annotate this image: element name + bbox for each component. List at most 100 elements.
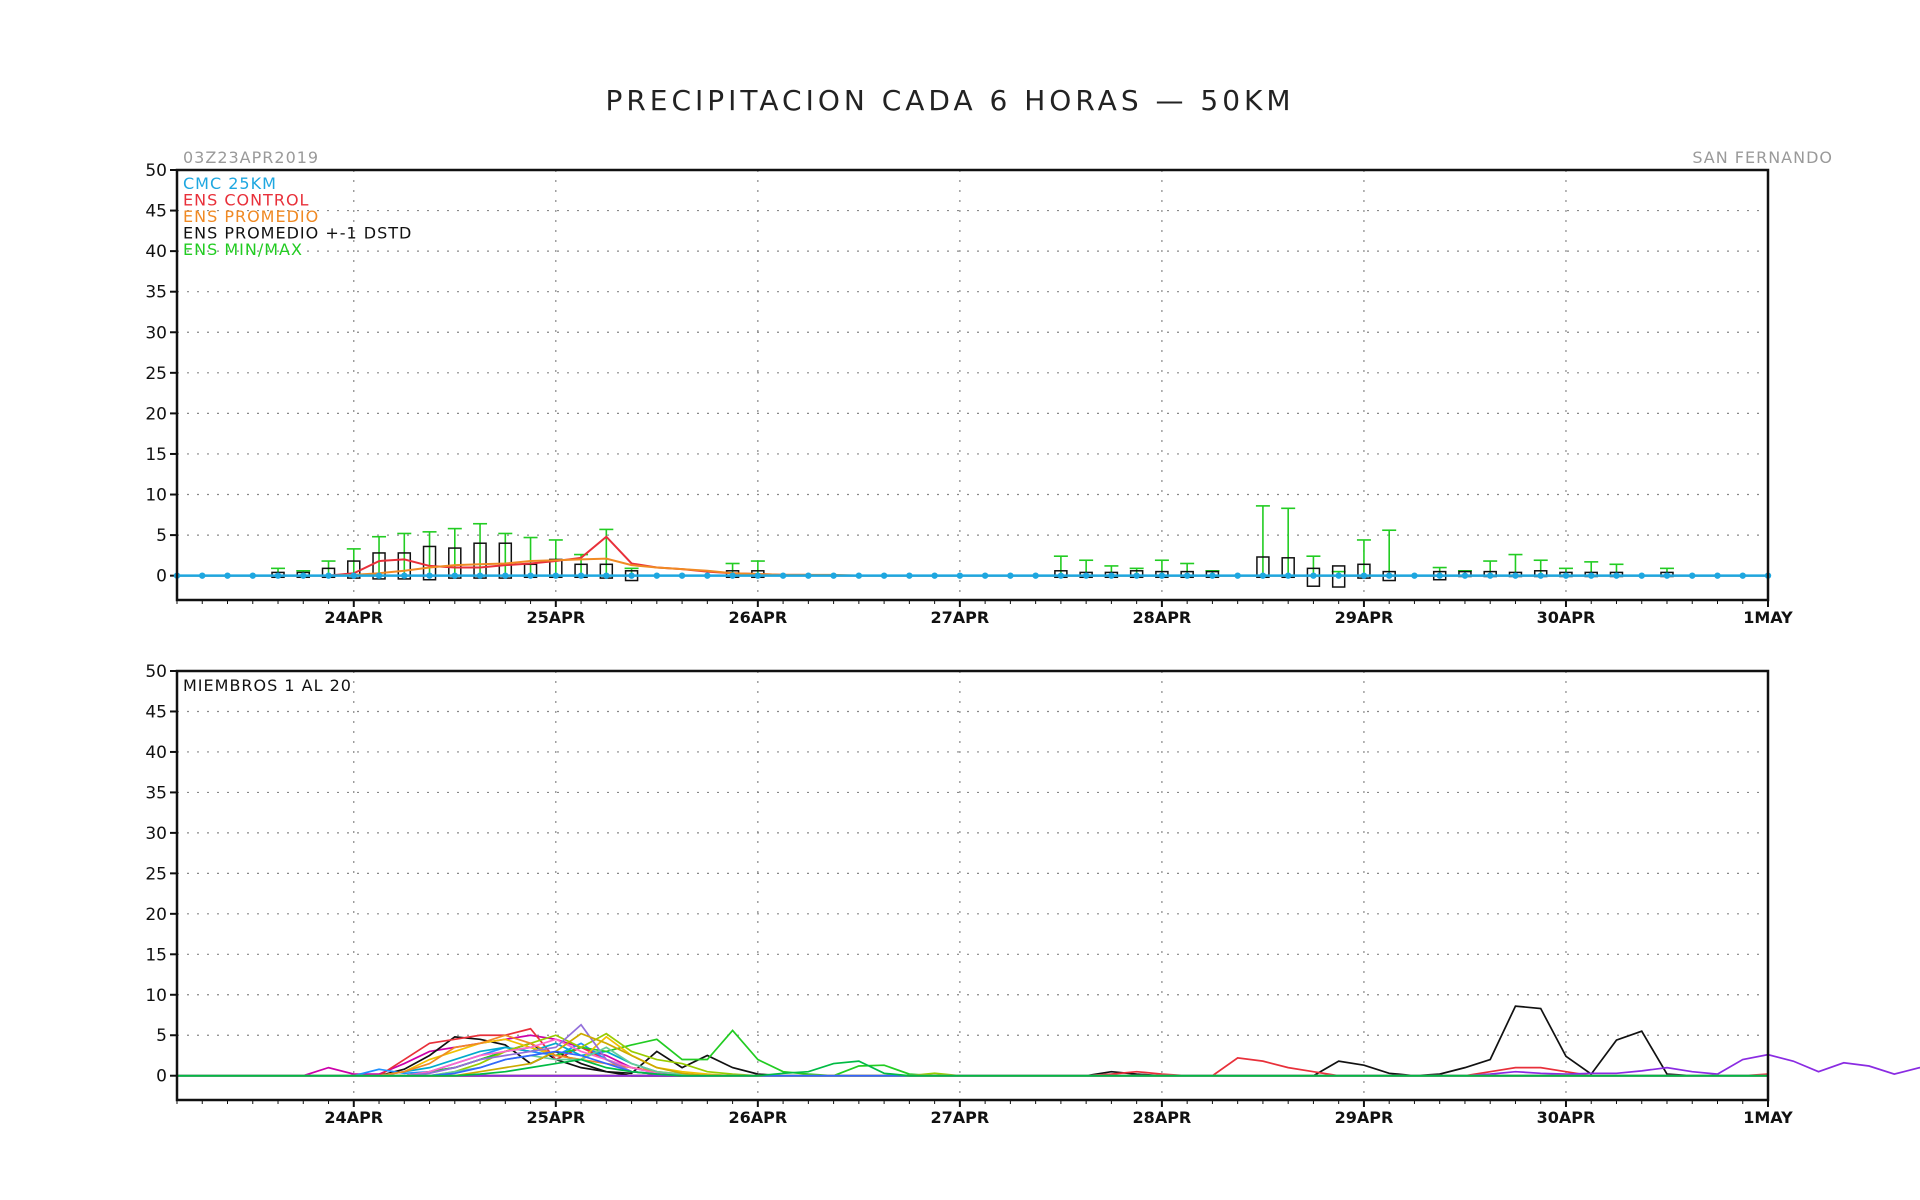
- chart-title: PRECIPITACION CADA 6 HORAS — 50KM: [605, 84, 1294, 117]
- y-tick-label: 10: [145, 986, 167, 1006]
- cmc-point: [451, 572, 458, 579]
- plot-frame: [175, 669, 1770, 1102]
- cmc-point: [1133, 572, 1140, 579]
- y-tick-label: 0: [156, 567, 167, 587]
- y-tick-label: 30: [145, 824, 167, 844]
- y-tick-label: 25: [145, 864, 167, 884]
- cmc-point: [628, 572, 635, 579]
- cmc-point: [1638, 572, 1645, 579]
- cmc-point: [830, 572, 837, 579]
- cmc-point: [1082, 572, 1090, 579]
- cmc-point: [855, 572, 863, 579]
- cmc-point: [350, 572, 357, 579]
- y-tick-label: 50: [145, 662, 167, 682]
- cmc-point: [603, 572, 610, 579]
- std-box: [372, 552, 386, 580]
- x-tick-label: 26APR: [728, 1108, 787, 1127]
- cmc-point: [653, 572, 661, 579]
- y-tick-label: 25: [145, 364, 167, 384]
- cmc-point: [1057, 572, 1065, 579]
- legend-entry: ENS PROMEDIO +-1 DSTD: [183, 224, 412, 243]
- y-tick-label: 35: [145, 283, 167, 303]
- x-tick-label: 28APR: [1133, 1108, 1192, 1127]
- cmc-point: [1183, 572, 1191, 579]
- cmc-point: [401, 572, 408, 579]
- cmc-point: [805, 572, 812, 579]
- cmc-point: [1436, 572, 1443, 579]
- x-tick-label: 25APR: [526, 1108, 585, 1127]
- cmc-point: [1739, 572, 1746, 579]
- y-tick-label: 35: [145, 783, 167, 803]
- plot-frame: [175, 168, 1770, 602]
- x-tick-label: 29APR: [1335, 608, 1394, 627]
- y-tick-label: 15: [145, 945, 167, 965]
- members-label: MIEMBROS 1 AL 20: [183, 676, 352, 695]
- cmc-point: [1537, 572, 1544, 579]
- cmc-point: [1562, 572, 1570, 579]
- legend-entry: ENS PROMEDIO: [183, 207, 319, 226]
- cmc-point: [1007, 572, 1014, 579]
- cmc-point: [1234, 572, 1241, 579]
- std-box: [397, 552, 412, 580]
- cmc-point: [476, 572, 484, 579]
- cmc-point: [1335, 572, 1342, 579]
- legend-entry: CMC 25KM: [183, 174, 277, 193]
- x-tick-label: 24APR: [324, 608, 383, 627]
- x-tick-label: 27APR: [931, 1108, 990, 1127]
- location-label: SAN FERNANDO: [1692, 148, 1833, 167]
- x-tick-label: 30APR: [1537, 1108, 1596, 1127]
- cmc-point: [1108, 572, 1115, 579]
- cmc-point: [527, 572, 534, 579]
- cmc-point: [956, 572, 964, 579]
- y-tick-label: 30: [145, 323, 167, 343]
- cmc-point: [552, 572, 560, 579]
- cmc-point: [1158, 572, 1166, 579]
- cmc-point: [1209, 572, 1216, 579]
- y-tick-label: 40: [145, 242, 167, 262]
- cmc-point: [1487, 572, 1494, 579]
- cmc-point: [1512, 572, 1519, 579]
- cmc-point: [1284, 572, 1292, 579]
- cmc-point: [375, 572, 383, 579]
- y-tick-label: 15: [145, 445, 167, 465]
- cmc-point: [274, 572, 282, 579]
- y-tick-label: 45: [145, 202, 167, 222]
- cmc-point: [224, 572, 231, 579]
- cmc-point: [1360, 572, 1368, 579]
- y-tick-label: 45: [145, 702, 167, 722]
- cmc-point: [502, 572, 509, 579]
- y-tick-label: 20: [145, 404, 167, 424]
- cmc-point: [1259, 572, 1267, 579]
- y-tick-label: 20: [145, 905, 167, 925]
- cmc-point: [300, 572, 307, 579]
- cmc-point: [426, 572, 433, 579]
- cmc-point: [199, 572, 206, 579]
- y-tick-label: 5: [156, 526, 167, 546]
- y-tick-label: 50: [145, 161, 167, 181]
- cmc-point: [1032, 572, 1039, 579]
- x-tick-label: 1MAY: [1743, 1108, 1793, 1127]
- cmc-point: [906, 572, 913, 579]
- x-tick-label: 29APR: [1335, 1108, 1394, 1127]
- member-line: [177, 1042, 1768, 1077]
- run-label: 03Z23APR2019: [183, 148, 319, 167]
- x-tick-label: 30APR: [1537, 608, 1596, 627]
- x-tick-label: 27APR: [931, 608, 990, 627]
- promedio-line: [177, 557, 1768, 577]
- y-tick-label: 10: [145, 486, 167, 506]
- cmc-point: [754, 572, 762, 579]
- x-tick-label: 25APR: [526, 608, 585, 627]
- cmc-point: [577, 572, 585, 579]
- cmc-point: [1714, 572, 1721, 579]
- x-tick-label: 26APR: [728, 608, 787, 627]
- member-line: [177, 1058, 1768, 1077]
- y-tick-label: 40: [145, 743, 167, 763]
- legend-entry: ENS CONTROL: [183, 191, 309, 210]
- cmc-point: [880, 572, 888, 579]
- cmc-point: [325, 572, 332, 579]
- top-panel: 0 5 10 15 20 25 30 35 40 45 50 24APR 25APR 26APR 27APR…: [145, 161, 1793, 627]
- cmc-point: [981, 572, 989, 579]
- cmc-point: [1588, 572, 1595, 579]
- cmc-point: [729, 572, 736, 579]
